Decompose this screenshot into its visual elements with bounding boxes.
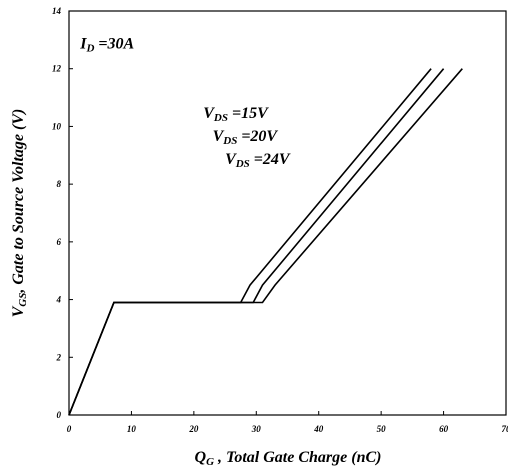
y-axis-title-main: V [10,305,27,317]
x-tick-label: 0 [67,424,72,434]
x-tick-label: 10 [127,424,137,434]
x-axis-title: QG , Total Gate Charge (nC) [195,449,382,468]
annotation-rest: =30A [94,36,134,53]
y-tick-label: 4 [56,295,62,305]
annotation-main: V [213,128,225,145]
y-axis-title: VGS, Gate to Source Voltage (V) [10,109,29,318]
tick-marks [68,10,507,416]
y-tick-label: 0 [57,410,62,420]
x-tick-label: 60 [439,424,449,434]
y-tick-label: 12 [52,64,62,74]
x-tick-label: 40 [313,424,324,434]
x-tick-label: 20 [188,424,199,434]
x-tick-labels: 0 10 20 30 40 50 60 70 [67,424,508,434]
x-axis-title-sub: G [206,456,214,468]
annotation-main: V [203,105,215,122]
annotation-sub: DS [222,135,237,147]
annotation-sub: DS [235,158,250,170]
y-axis-title-rest: , Gate to Source Voltage (V) [10,109,27,294]
annotation-main: V [225,151,237,168]
y-tick-label: 14 [52,6,62,16]
series-line-3 [68,68,463,416]
x-tick-label: 30 [251,424,262,434]
y-tick-labels: 0 2 4 6 8 10 12 14 [52,6,62,420]
annotation-label: VDS =24V [225,151,291,170]
y-tick-label: 10 [52,121,62,131]
x-tick-label: 50 [377,424,387,434]
y-tick-label: 8 [57,179,62,189]
annotation-rest: =15V [228,105,269,122]
annotation-label: VDS =15V [203,105,269,124]
y-axis-title-sub: GS [17,293,29,307]
annotation-label: ID =30A [79,36,134,55]
x-axis-title-rest: , Total Gate Charge (nC) [214,449,381,466]
series-lines [68,68,463,416]
annotation-rest: =24V [250,151,291,168]
x-axis-title-main: Q [195,449,207,466]
annotation-main: I [79,36,87,53]
annotation-rest: =20V [237,128,278,145]
annotation-sub: D [85,43,94,55]
plot-frame [68,10,507,416]
annotation-sub: DS [213,112,228,124]
y-tick-label: 6 [57,237,62,247]
x-tick-label: 70 [502,424,508,434]
annotation-label: VDS =20V [213,128,279,147]
y-tick-label: 2 [56,352,62,362]
